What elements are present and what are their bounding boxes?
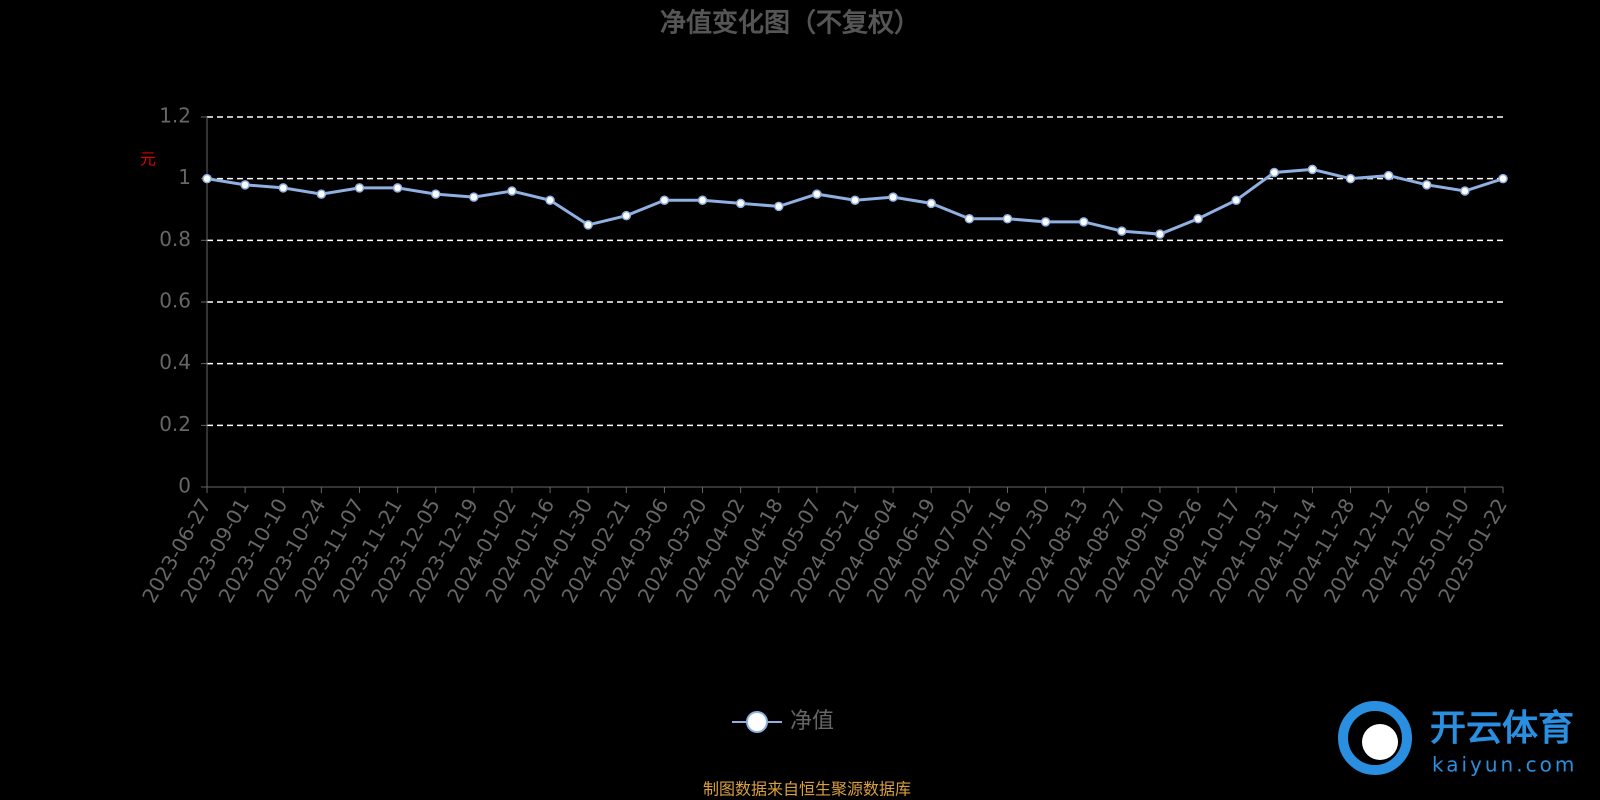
- point: [545, 195, 555, 205]
- point: [354, 183, 365, 193]
- point: [1269, 167, 1280, 178]
- watermark-url: kaiyun.com: [1432, 753, 1577, 777]
- point: [1002, 214, 1013, 224]
- point: [1117, 226, 1127, 236]
- legend-marker: [746, 711, 768, 733]
- y-tick-label: 1.2: [159, 104, 191, 128]
- point: [240, 180, 250, 190]
- point: [392, 183, 403, 193]
- point: [735, 198, 746, 209]
- point: [1155, 229, 1165, 239]
- point: [621, 210, 632, 221]
- point: [202, 173, 212, 184]
- source-note: 制图数据来自恒生聚源数据库: [703, 780, 911, 799]
- y-tick-label: 0: [178, 474, 191, 498]
- y-tick-label: 0.2: [159, 412, 191, 436]
- point: [1383, 170, 1394, 181]
- point: [964, 214, 975, 224]
- point: [1422, 180, 1432, 190]
- y-tick-label: 1: [178, 165, 191, 189]
- point: [1498, 173, 1508, 184]
- point: [278, 183, 288, 193]
- point: [507, 186, 517, 196]
- y-tick-label: 0.8: [159, 227, 191, 251]
- point: [926, 198, 936, 209]
- watermark-brand: 开云体育: [1430, 708, 1574, 749]
- logo-ring: [1338, 701, 1412, 775]
- point: [774, 201, 784, 212]
- point: [316, 189, 327, 199]
- point: [430, 189, 441, 199]
- point: [1460, 186, 1470, 196]
- chart-title: 净值变化图（不复权）: [660, 8, 920, 39]
- y-tick-label: 0.4: [159, 350, 191, 374]
- y-axis-label: 元: [140, 150, 156, 169]
- point: [697, 195, 708, 205]
- point: [1193, 214, 1203, 224]
- point: [659, 195, 670, 205]
- point: [469, 192, 479, 202]
- point: [1231, 195, 1241, 205]
- point: [1078, 217, 1089, 227]
- point: [1307, 164, 1318, 175]
- point: [812, 189, 822, 199]
- legend-label: 净值: [790, 709, 834, 734]
- point: [1040, 217, 1051, 227]
- point: [888, 192, 898, 202]
- point: [1345, 173, 1356, 184]
- point: [850, 195, 860, 205]
- logo-ball: [1362, 724, 1398, 760]
- y-tick-label: 0.6: [159, 289, 191, 313]
- point: [583, 220, 593, 230]
- watermark: 开云体育 kaiyun.com: [1338, 701, 1577, 777]
